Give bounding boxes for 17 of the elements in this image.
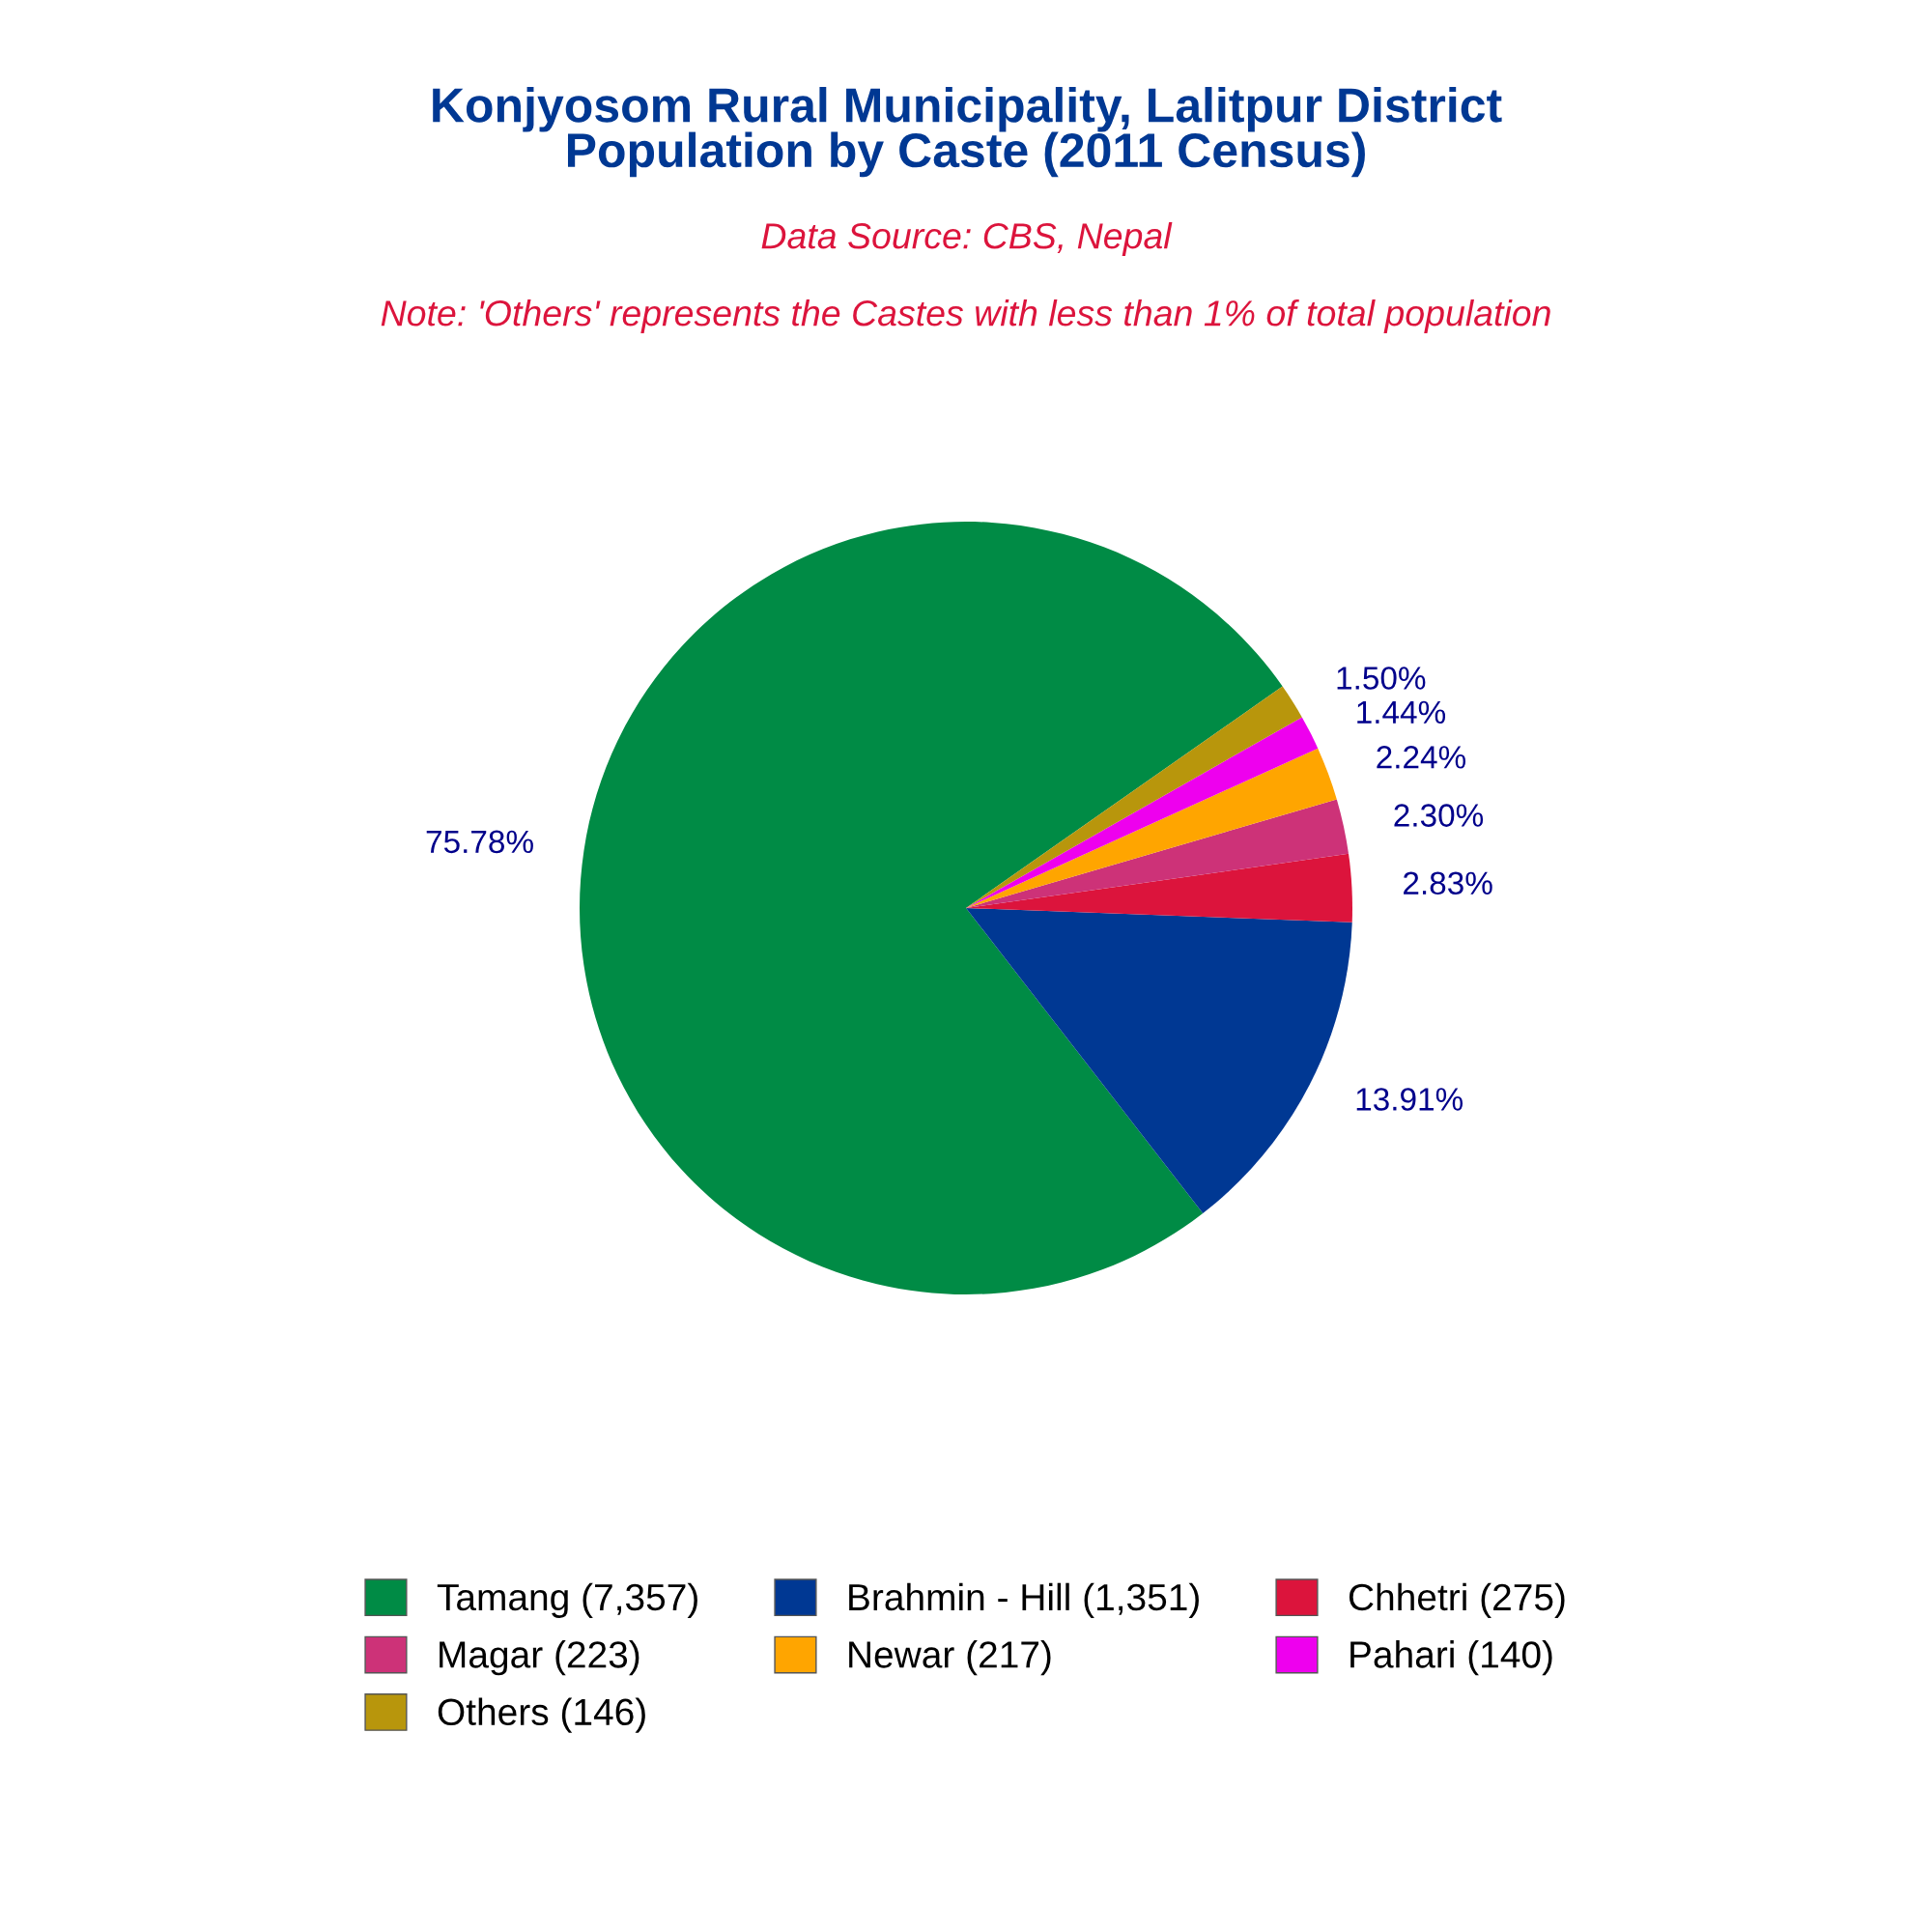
- legend-label: Chhetri (275): [1349, 1582, 1565, 1618]
- data-label: 2.83%: [1404, 871, 1492, 895]
- legend-label: Pahari (140): [1350, 1640, 1552, 1676]
- text: Note: 'Others' represents the Castes with less than 1% of total population: [381, 299, 1550, 333]
- data-label: 1.50%: [1337, 667, 1426, 690]
- data-label: 2.24%: [1377, 746, 1466, 769]
- legend-label: Brahmin - Hill (1,351): [849, 1582, 1199, 1618]
- legend-label: Magar (223): [440, 1640, 639, 1676]
- data-label: 1.44%: [1357, 700, 1446, 724]
- chart-subtitle: Data Source: CBS, Nepal: [761, 222, 1173, 256]
- legend-label: Others (146): [438, 1697, 645, 1733]
- data-label: 75.78%: [426, 830, 533, 854]
- chart-title: Konjyosom Rural Municipality, Lalitpur District Population by Caste (2011 Census): [433, 87, 1502, 178]
- legend-label: Tamang (7,357): [437, 1582, 697, 1618]
- data-label: 2.30%: [1394, 804, 1484, 827]
- data-label: 13.91%: [1356, 1088, 1463, 1111]
- legend-label: Newar (217): [849, 1640, 1051, 1676]
